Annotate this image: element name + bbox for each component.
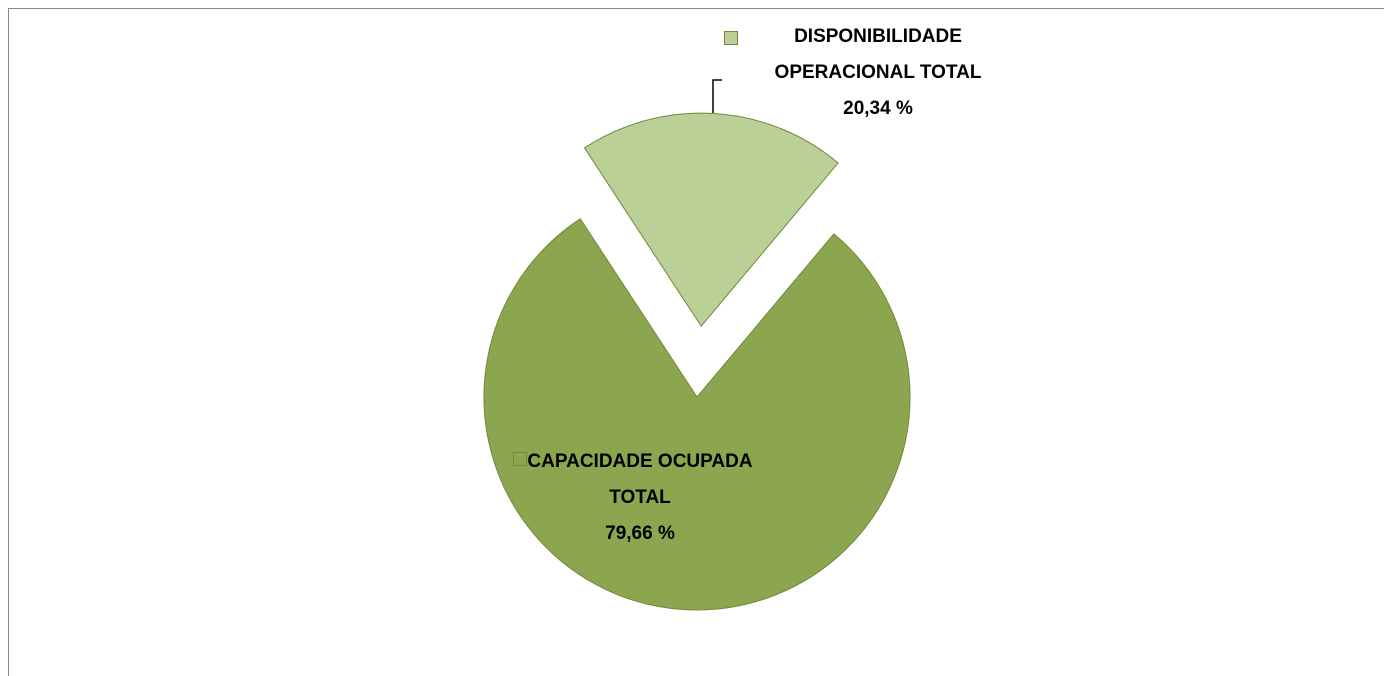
label-value: 79,66 % — [605, 523, 675, 544]
label-value: 20,34 % — [843, 98, 913, 119]
leader-line — [712, 79, 722, 118]
data-label: DISPONIBILIDADE OPERACIONAL TOTAL 20,34 % — [753, 19, 1003, 127]
legend-key — [513, 452, 527, 466]
label-name: DISPONIBILIDADE OPERACIONAL TOTAL — [774, 26, 982, 83]
pie-slice — [483, 218, 911, 611]
label-name: CAPACIDADE OCUPADA TOTAL — [527, 451, 753, 508]
data-label: CAPACIDADE OCUPADA TOTAL 79,66 % — [515, 444, 765, 552]
legend-key — [724, 31, 738, 45]
pie-slice — [583, 112, 839, 327]
